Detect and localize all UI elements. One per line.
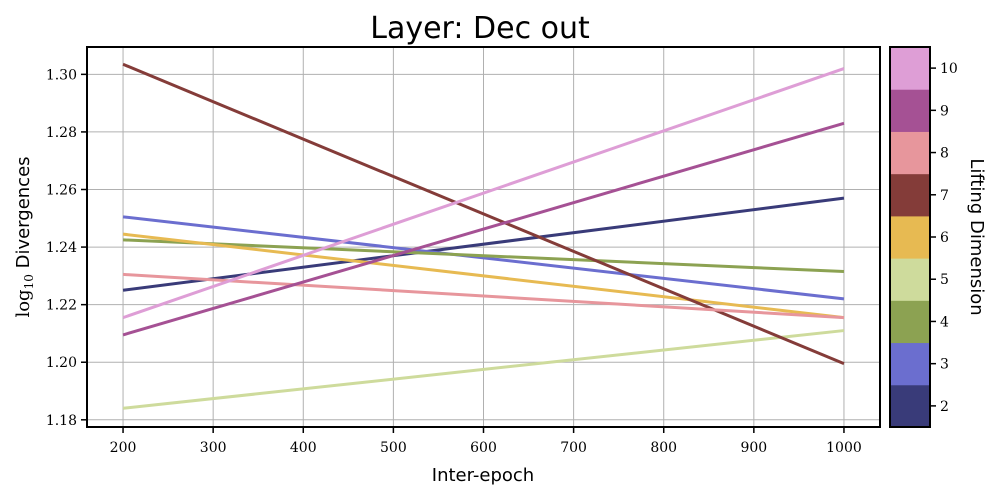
y-tick-label-6: 1.30 (46, 67, 77, 83)
y-tick-label-5: 1.28 (46, 125, 77, 141)
colorbar-ticks: 2 3 4 5 6 7 8 9 10 (930, 61, 958, 415)
y-axis-label-log: log (13, 289, 34, 317)
x-tick-label-0: 200 (110, 440, 137, 456)
y-tick-label-2: 1.22 (46, 298, 77, 314)
series-line-8 (122, 272, 845, 320)
series-line-7 (122, 62, 845, 366)
y-axis-label: log10 Divergences (13, 156, 36, 317)
series-line-5 (122, 329, 845, 410)
colorbar-segment-10 (890, 47, 930, 90)
x-tick-label-6: 800 (650, 440, 677, 456)
y-tick-label-0: 1.18 (46, 413, 77, 429)
x-axis: 200 300 400 500 600 700 800 900 1000 (110, 427, 862, 456)
colorbar-segment-4 (890, 300, 930, 344)
series-line-6 (122, 232, 845, 320)
colorbar-segment-6 (890, 215, 930, 259)
y-tick-label-3: 1.24 (46, 240, 77, 256)
grid (87, 47, 880, 427)
colorbar-tick-label-0: 2 (940, 399, 949, 415)
colorbar-tick-label-2: 4 (940, 314, 949, 330)
colorbar-tick-label-1: 3 (940, 357, 949, 373)
x-tick-label-4: 600 (470, 440, 497, 456)
colorbar-tick-label-7: 9 (940, 103, 949, 119)
x-tick-label-7: 900 (740, 440, 767, 456)
colorbar-label: Lifting Dimension (966, 158, 987, 315)
x-tick-label-1: 300 (200, 440, 227, 456)
colorbar-segments (890, 47, 930, 428)
colorbar-tick-label-4: 6 (940, 230, 949, 246)
y-axis: 1.18 1.20 1.22 1.24 1.26 1.28 1.30 (46, 67, 87, 429)
colorbar-segment-8 (890, 131, 930, 175)
colorbar-segment-5 (890, 258, 930, 301)
colorbar-tick-label-3: 5 (940, 272, 949, 288)
colorbar-tick-label-6: 8 (940, 146, 949, 162)
colorbar-segment-7 (890, 173, 930, 217)
plot-area: 200 300 400 500 600 700 800 900 1000 1.18 1.20 1.2… (46, 46, 881, 456)
series-line-4 (122, 238, 845, 274)
colorbar: 2 3 4 5 6 7 8 9 10 (889, 46, 958, 428)
x-tick-label-3: 500 (380, 440, 407, 456)
colorbar-tick-label-8: 10 (940, 61, 958, 77)
colorbar-tick-label-5: 7 (940, 188, 949, 204)
colorbar-segment-2 (890, 384, 930, 428)
x-tick-label-2: 400 (290, 440, 317, 456)
x-tick-label-8: 1000 (826, 440, 862, 456)
x-tick-label-5: 700 (560, 440, 587, 456)
y-axis-label-text: Divergences (13, 156, 34, 274)
series-layer (122, 62, 845, 410)
chart-title: Layer: Dec out (370, 11, 590, 46)
y-tick-label-1: 1.20 (46, 355, 77, 371)
colorbar-segment-3 (890, 342, 930, 386)
y-tick-label-4: 1.26 (46, 183, 77, 199)
series-line-9 (122, 121, 845, 337)
series-line-3 (122, 215, 845, 301)
colorbar-segment-9 (890, 89, 930, 132)
series-line-10 (122, 67, 845, 320)
y-axis-label-sub: 10 (22, 274, 36, 289)
x-axis-label: Inter-epoch (432, 465, 534, 486)
